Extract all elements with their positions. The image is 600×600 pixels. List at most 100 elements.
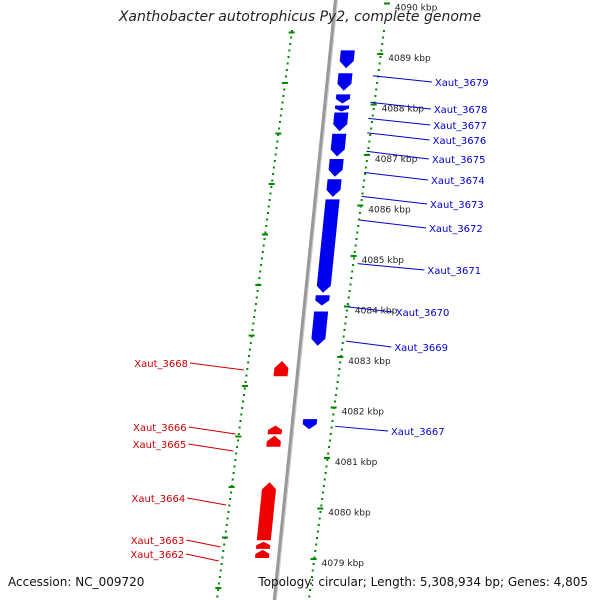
ruler-dot bbox=[239, 420, 242, 422]
gene-label-forward[interactable]: Xaut_3675 bbox=[432, 155, 486, 166]
gene-label-reverse[interactable]: Xaut_3662 bbox=[130, 550, 184, 561]
gene-label-forward[interactable]: Xaut_3670 bbox=[396, 308, 450, 319]
ruler-dot bbox=[237, 433, 240, 435]
ruler-dot bbox=[241, 407, 244, 409]
gene-arrow-reverse[interactable] bbox=[273, 361, 289, 377]
ruler-dot bbox=[371, 114, 374, 117]
ruler-dot bbox=[248, 355, 251, 357]
gene-label-forward[interactable]: Xaut_3669 bbox=[394, 343, 448, 354]
gene-arrow-reverse[interactable] bbox=[266, 435, 281, 447]
ruler-dot bbox=[364, 166, 367, 169]
ruler-dot bbox=[309, 589, 312, 591]
gene-label-forward[interactable]: Xaut_3671 bbox=[427, 266, 481, 277]
ruler-dot bbox=[233, 465, 236, 468]
ruler-dot bbox=[279, 114, 282, 117]
gene-label-forward[interactable]: Xaut_3677 bbox=[433, 121, 487, 132]
ruler-dot bbox=[322, 491, 325, 494]
ruler-dot bbox=[269, 192, 272, 195]
ruler-dot bbox=[342, 335, 345, 338]
gene-arrow-forward[interactable] bbox=[330, 133, 347, 157]
gene-arrow-forward[interactable] bbox=[335, 94, 351, 104]
ruler-dot bbox=[369, 134, 372, 136]
gene-leader-line bbox=[186, 553, 219, 562]
ruler-dot bbox=[320, 504, 323, 507]
gene-leader-line bbox=[372, 75, 432, 83]
gene-arrow-forward[interactable] bbox=[326, 179, 342, 197]
ruler-dot bbox=[311, 569, 314, 572]
ruler-dot bbox=[243, 387, 246, 390]
gene-leader-line bbox=[188, 443, 234, 452]
gene-label-forward[interactable]: Xaut_3672 bbox=[429, 224, 483, 235]
gene-label-forward[interactable]: Xaut_3678 bbox=[434, 105, 488, 116]
ruler-dot bbox=[346, 309, 349, 312]
ruler-dot bbox=[290, 36, 293, 39]
ruler-dot bbox=[246, 368, 249, 370]
ruler-dot bbox=[290, 30, 293, 32]
ruler-dot bbox=[310, 576, 313, 578]
ruler-dot bbox=[364, 173, 367, 175]
gene-label-forward[interactable]: Xaut_3673 bbox=[430, 200, 484, 211]
ruler-dot bbox=[218, 582, 221, 585]
ruler-dot bbox=[254, 309, 257, 312]
gene-leader-line bbox=[357, 263, 425, 271]
gene-arrow-forward[interactable] bbox=[302, 419, 318, 430]
gene-label-forward[interactable]: Xaut_3667 bbox=[391, 427, 445, 438]
ruler-dot bbox=[354, 244, 357, 247]
gene-arrow-reverse[interactable] bbox=[267, 425, 283, 435]
ruler-dot bbox=[337, 374, 340, 377]
gene-arrow-reverse[interactable] bbox=[256, 482, 276, 541]
ruler-dot bbox=[331, 420, 334, 422]
ruler-dot bbox=[349, 283, 352, 286]
gene-leader-line bbox=[366, 150, 429, 160]
ruler-dot bbox=[231, 478, 234, 481]
gene-leader-line bbox=[347, 306, 393, 313]
gene-arrow-forward[interactable] bbox=[333, 112, 349, 132]
ruler-dot bbox=[272, 166, 275, 169]
ruler-dot bbox=[278, 121, 281, 123]
ruler-dot bbox=[247, 361, 250, 364]
accession-text: Accession: NC_009720 bbox=[8, 575, 145, 589]
ruler-dot bbox=[345, 316, 348, 318]
ruler-dot bbox=[260, 257, 263, 260]
gene-label-forward[interactable]: Xaut_3676 bbox=[433, 136, 487, 147]
gene-arrow-forward[interactable] bbox=[334, 105, 350, 112]
ruler-dot bbox=[380, 49, 383, 52]
gene-label-reverse[interactable]: Xaut_3664 bbox=[132, 494, 186, 505]
ruler-dot bbox=[277, 134, 280, 136]
gene-label-reverse[interactable]: Xaut_3663 bbox=[131, 536, 185, 547]
gene-arrow-forward[interactable] bbox=[328, 159, 344, 177]
gene-label-forward[interactable]: Xaut_3679 bbox=[435, 78, 489, 89]
ruler-dot bbox=[234, 459, 237, 461]
ruler-dot bbox=[245, 374, 248, 377]
gene-arrow-forward[interactable] bbox=[337, 73, 353, 91]
gene-label-forward[interactable]: Xaut_3674 bbox=[431, 176, 485, 187]
ruler-dot bbox=[225, 524, 228, 526]
gene-label-reverse[interactable]: Xaut_3666 bbox=[133, 423, 187, 434]
ruler-dot bbox=[219, 569, 222, 572]
ruler-dot bbox=[244, 381, 247, 383]
ruler-dot bbox=[343, 329, 346, 331]
ruler-dot bbox=[370, 127, 373, 130]
ruler-dot bbox=[347, 296, 350, 299]
ruler-dot bbox=[368, 140, 371, 143]
gene-arrow-reverse[interactable] bbox=[255, 549, 270, 558]
gene-label-reverse[interactable]: Xaut_3668 bbox=[134, 359, 188, 370]
ruler-dot bbox=[261, 251, 264, 253]
tick-label: 4087 kbp bbox=[375, 155, 418, 165]
ruler-dot bbox=[285, 69, 288, 71]
gene-arrow-forward[interactable] bbox=[315, 295, 330, 306]
ruler-dot bbox=[335, 387, 338, 390]
gene-arrow-forward[interactable] bbox=[316, 199, 340, 293]
gene-arrow-reverse[interactable] bbox=[255, 541, 271, 549]
ruler-dot bbox=[358, 212, 361, 214]
gene-label-reverse[interactable]: Xaut_3665 bbox=[133, 440, 187, 451]
ruler-dot bbox=[336, 381, 339, 383]
ruler-dot bbox=[330, 426, 333, 429]
gene-arrow-forward[interactable] bbox=[339, 50, 355, 69]
ruler-dot bbox=[312, 563, 315, 565]
ruler-dot bbox=[270, 186, 273, 188]
ruler-dot bbox=[340, 348, 343, 351]
gene-arrow-forward[interactable] bbox=[311, 311, 329, 346]
ruler-dot bbox=[220, 563, 223, 565]
ruler-dot bbox=[353, 251, 356, 253]
